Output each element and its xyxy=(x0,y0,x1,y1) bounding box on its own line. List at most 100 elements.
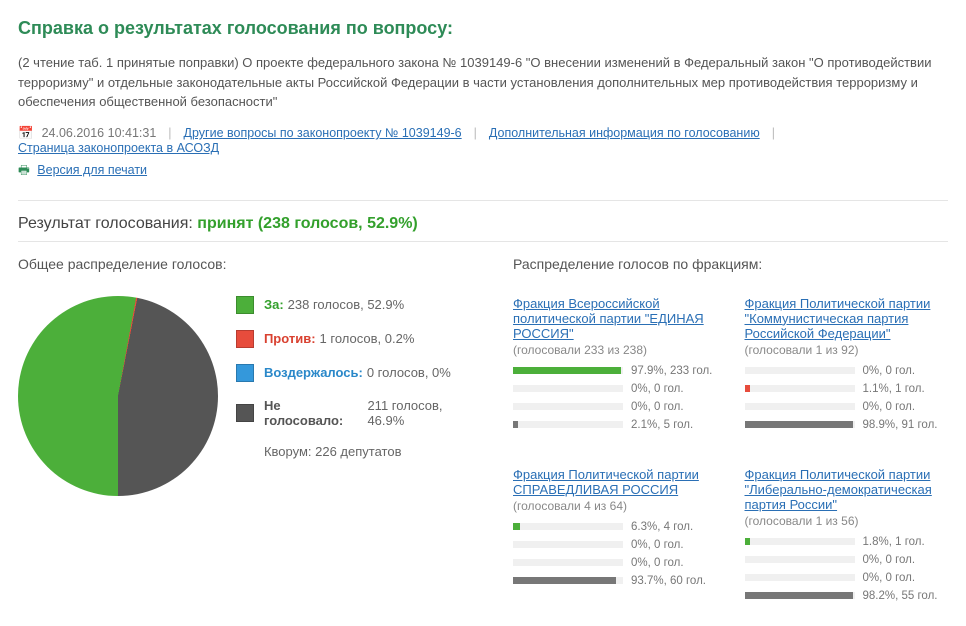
divider xyxy=(18,241,948,242)
bar-text: 6.3%, 4 гол. xyxy=(631,521,693,533)
bar-text: 93.7%, 60 гол. xyxy=(631,575,706,587)
faction-bar-row: 93.7%, 60 гол. xyxy=(513,575,717,587)
separator: | xyxy=(168,126,171,140)
faction-bar-row: 0%, 0 гол. xyxy=(513,539,717,551)
legend-swatch xyxy=(236,296,254,314)
faction-link[interactable]: Фракция Всероссийской политической парти… xyxy=(513,296,704,341)
faction-sub: (голосовали 1 из 56) xyxy=(745,514,949,528)
separator: | xyxy=(772,126,775,140)
bar-track xyxy=(513,523,623,530)
faction-bar-row: 98.2%, 55 гол. xyxy=(745,590,949,602)
bar-track xyxy=(513,385,623,392)
faction-bar-row: 0%, 0 гол. xyxy=(745,365,949,377)
bar-track xyxy=(513,403,623,410)
page-title: Справка о результатах голосования по воп… xyxy=(18,18,948,39)
result-label: Результат голосования: xyxy=(18,215,193,232)
pie-legend: За: 238 голосов, 52.9% Против: 1 голосов,… xyxy=(236,296,483,459)
overall-heading: Общее распределение голосов: xyxy=(18,256,483,272)
bar-track xyxy=(513,541,623,548)
bar-track xyxy=(745,367,855,374)
bar-text: 0%, 0 гол. xyxy=(631,401,684,413)
faction-link[interactable]: Фракция Политической партии "Коммунистич… xyxy=(745,296,931,341)
bar-text: 1.1%, 1 гол. xyxy=(863,383,925,395)
faction-bar-row: 2.1%, 5 гол. xyxy=(513,419,717,431)
result-line: Результат голосования: принят (238 голос… xyxy=(18,215,948,233)
faction-bar-row: 1.1%, 1 гол. xyxy=(745,383,949,395)
faction-sub: (голосовали 233 из 238) xyxy=(513,343,717,357)
faction-bar-row: 0%, 0 гол. xyxy=(745,572,949,584)
legend-label: Не голосовало: xyxy=(264,398,364,428)
bar-text: 2.1%, 5 гол. xyxy=(631,419,693,431)
link-other-questions[interactable]: Другие вопросы по законопроекту № 103914… xyxy=(184,126,462,140)
bar-track xyxy=(745,556,855,563)
bar-text: 0%, 0 гол. xyxy=(863,572,916,584)
legend-value: 0 голосов, 0% xyxy=(367,365,451,380)
legend-value: 211 голосов, 46.9% xyxy=(367,398,483,428)
bar-text: 0%, 0 гол. xyxy=(631,539,684,551)
faction-bar-row: 0%, 0 гол. xyxy=(745,401,949,413)
bill-description: (2 чтение таб. 1 принятые поправки) О пр… xyxy=(18,53,948,112)
faction-link[interactable]: Фракция Политической партии "Либерально-… xyxy=(745,467,932,512)
faction-bar-row: 1.8%, 1 гол. xyxy=(745,536,949,548)
bar-fill-novote xyxy=(745,592,853,599)
faction-bar-row: 97.9%, 233 гол. xyxy=(513,365,717,377)
legend-label: Воздержалось: xyxy=(264,365,363,380)
bar-text: 98.2%, 55 гол. xyxy=(863,590,938,602)
faction-card: Фракция Всероссийской политической парти… xyxy=(513,296,717,437)
bar-track xyxy=(513,421,623,428)
bar-track xyxy=(745,385,855,392)
bar-text: 1.8%, 1 гол. xyxy=(863,536,925,548)
legend-row-abstain: Воздержалось: 0 голосов, 0% xyxy=(236,364,483,382)
bar-fill-novote xyxy=(513,421,518,428)
bar-text: 0%, 0 гол. xyxy=(631,383,684,395)
factions-heading: Распределение голосов по фракциям: xyxy=(513,256,948,272)
bar-fill-novote xyxy=(513,577,616,584)
bar-track xyxy=(745,574,855,581)
legend-label: За: xyxy=(264,297,284,312)
bar-fill-for xyxy=(513,523,520,530)
bar-text: 0%, 0 гол. xyxy=(863,365,916,377)
bar-text: 98.9%, 91 гол. xyxy=(863,419,938,431)
bar-track xyxy=(745,403,855,410)
factions-grid: Фракция Всероссийской политической парти… xyxy=(513,296,948,608)
bar-track xyxy=(513,577,623,584)
quorum-text: Кворум: 226 депутатов xyxy=(264,444,483,459)
result-value: принят (238 голосов, 52.9%) xyxy=(197,215,417,232)
bar-fill-for xyxy=(513,367,621,374)
faction-card: Фракция Политической партии "Либерально-… xyxy=(745,467,949,608)
faction-bar-row: 0%, 0 гол. xyxy=(513,401,717,413)
divider xyxy=(18,200,948,201)
bar-text: 97.9%, 233 гол. xyxy=(631,365,712,377)
faction-bar-row: 0%, 0 гол. xyxy=(513,383,717,395)
faction-sub: (голосовали 4 из 64) xyxy=(513,499,717,513)
bar-track xyxy=(513,367,623,374)
faction-bar-row: 0%, 0 гол. xyxy=(745,554,949,566)
faction-bar-row: 98.9%, 91 гол. xyxy=(745,419,949,431)
print-row: 🖶 Версия для печати xyxy=(18,161,948,182)
bar-fill-against xyxy=(745,385,750,392)
legend-swatch xyxy=(236,330,254,348)
bar-track xyxy=(745,421,855,428)
bar-fill-novote xyxy=(745,421,854,428)
link-print-version[interactable]: Версия для печати xyxy=(37,163,147,177)
faction-bar-row: 0%, 0 гол. xyxy=(513,557,717,569)
link-asоzd[interactable]: Страница законопроекта в АСОЗД xyxy=(18,141,219,155)
pie-chart xyxy=(18,296,218,496)
printer-icon: 🖶 xyxy=(18,163,30,177)
legend-swatch xyxy=(236,364,254,382)
faction-bar-row: 6.3%, 4 гол. xyxy=(513,521,717,533)
faction-link[interactable]: Фракция Политической партии СПРАВЕДЛИВАЯ… xyxy=(513,467,699,497)
meta-row: 📅 24.06.2016 10:41:31 | Другие вопросы п… xyxy=(18,126,948,155)
bar-text: 0%, 0 гол. xyxy=(863,401,916,413)
vote-datetime: 24.06.2016 10:41:31 xyxy=(42,126,157,140)
legend-swatch xyxy=(236,404,254,422)
legend-row-novote: Не голосовало: 211 голосов, 46.9% xyxy=(236,398,483,428)
separator: | xyxy=(474,126,477,140)
legend-row-against: Против: 1 голосов, 0.2% xyxy=(236,330,483,348)
faction-card: Фракция Политической партии "Коммунистич… xyxy=(745,296,949,437)
calendar-icon: 📅 xyxy=(18,126,34,141)
link-more-info[interactable]: Дополнительная информация по голосованию xyxy=(489,126,760,140)
bar-text: 0%, 0 гол. xyxy=(863,554,916,566)
legend-row-for: За: 238 голосов, 52.9% xyxy=(236,296,483,314)
faction-sub: (голосовали 1 из 92) xyxy=(745,343,949,357)
